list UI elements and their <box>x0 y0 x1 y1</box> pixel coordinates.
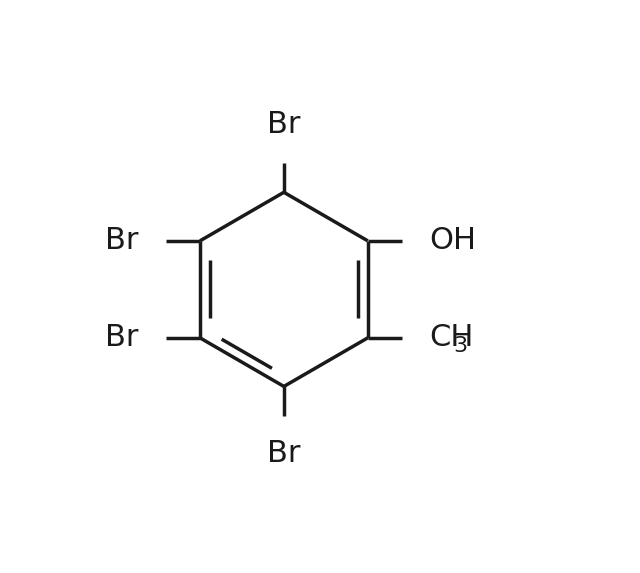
Text: Br: Br <box>105 323 138 352</box>
Text: Br: Br <box>267 439 301 468</box>
Text: CH: CH <box>429 323 474 352</box>
Text: Br: Br <box>105 226 138 256</box>
Text: OH: OH <box>429 226 476 256</box>
Text: 3: 3 <box>454 336 468 356</box>
Text: Br: Br <box>267 111 301 139</box>
